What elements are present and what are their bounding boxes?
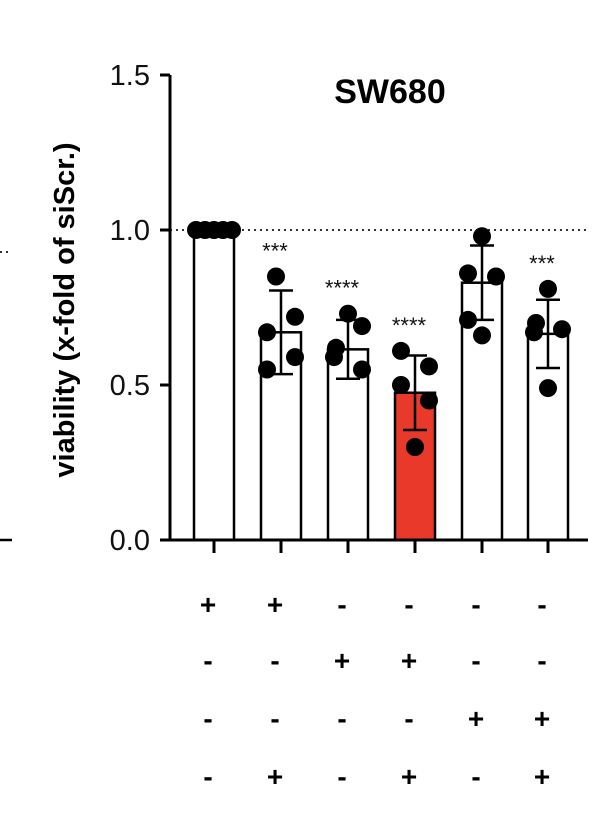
data-point (420, 357, 438, 376)
condition-cell: - (537, 589, 546, 620)
y-tick-label: 0.5 (110, 370, 150, 402)
significance-label-6: *** (529, 251, 555, 276)
data-point (286, 307, 304, 326)
data-point (459, 264, 477, 283)
axes (168, 75, 588, 542)
data-point (258, 360, 276, 379)
condition-cell: - (471, 645, 480, 676)
data-point (286, 348, 304, 367)
significance-label-4: **** (392, 313, 427, 338)
condition-cell: - (337, 761, 346, 792)
data-point (525, 323, 543, 342)
y-ticks: 0.0 0.5 1.0 1.5 (110, 60, 170, 557)
data-point (258, 323, 276, 342)
data-point (473, 227, 491, 246)
data-points (187, 221, 571, 456)
data-point (392, 341, 410, 360)
condition-cell: + (267, 589, 283, 620)
y-tick-label: 1.5 (110, 60, 150, 92)
bar-1 (192, 228, 236, 542)
condition-cell: - (537, 645, 546, 676)
data-point (267, 267, 285, 286)
data-point (353, 317, 371, 336)
significance-label-3: **** (325, 276, 360, 301)
data-point (406, 438, 424, 456)
y-tick-label: 0.0 (110, 525, 150, 557)
significance-labels: ************** (262, 239, 555, 338)
x-ticks (212, 540, 550, 553)
condition-cell: - (270, 645, 279, 676)
condition-cell: + (200, 589, 216, 620)
condition-cell: + (468, 703, 484, 734)
data-point (459, 310, 477, 329)
condition-cell: + (334, 645, 350, 676)
data-point (339, 304, 357, 323)
condition-cell: + (267, 761, 283, 792)
condition-cell: + (401, 645, 417, 676)
bars (192, 228, 570, 542)
condition-cell: - (203, 761, 212, 792)
data-point (539, 279, 557, 298)
data-point (473, 326, 491, 345)
condition-cell: + (401, 761, 417, 792)
condition-cell: - (471, 761, 480, 792)
data-point (223, 221, 241, 239)
condition-cell: - (337, 703, 346, 734)
data-point (392, 376, 410, 394)
condition-cell: - (404, 589, 413, 620)
condition-cell: - (337, 589, 346, 620)
condition-cell: + (534, 761, 550, 792)
data-point (420, 391, 438, 410)
condition-cell: - (203, 645, 212, 676)
condition-cell: - (270, 703, 279, 734)
y-tick-label: 1.0 (110, 215, 150, 247)
data-point (553, 320, 571, 339)
condition-cell: - (404, 703, 413, 734)
chart-title: SW680 (334, 73, 446, 111)
data-point (487, 267, 505, 286)
condition-cell: + (534, 703, 550, 734)
data-point (539, 379, 557, 398)
condition-table: + + - - - - - - + + - - - - - - + + - + - + - + (200, 589, 550, 792)
significance-label-2: *** (262, 239, 288, 264)
y-axis-label: viability (x-fold of siScr.) (49, 142, 81, 477)
data-point (353, 360, 371, 379)
data-point (325, 348, 343, 367)
error-bars (269, 244, 560, 432)
condition-cell: - (203, 703, 212, 734)
condition-cell: - (471, 589, 480, 620)
